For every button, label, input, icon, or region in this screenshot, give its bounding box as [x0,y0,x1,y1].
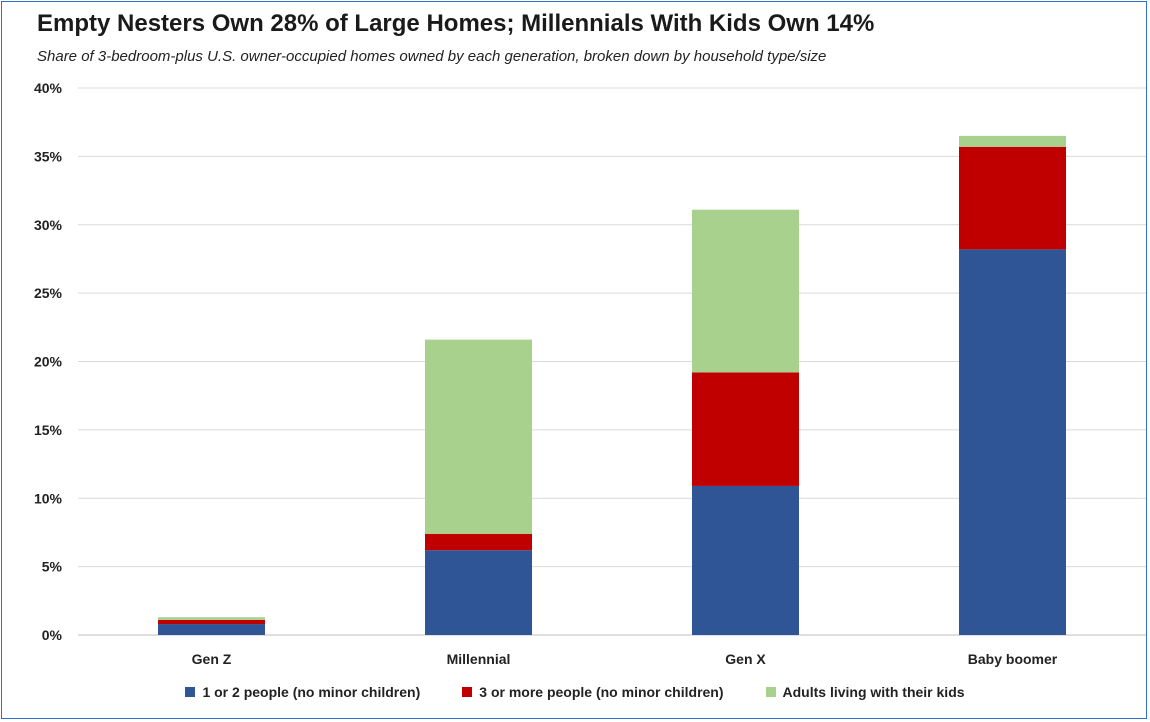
x-axis-ticks: Gen Z Millennial Gen X Baby boomer [192,651,1058,667]
bar-segment-baby-boomer-series-0 [959,249,1066,636]
chart-title: Empty Nesters Own 28% of Large Homes; Mi… [37,10,875,37]
legend-item-three-or-more-people: 3 or more people (no minor children) [462,684,724,700]
x-tick-label: Gen Z [192,651,232,667]
y-tick-label: 5% [42,559,63,575]
y-tick-label: 35% [34,148,63,164]
bar-segment-gen-z-series-0 [158,624,265,635]
x-tick-label: Gen X [725,651,766,667]
legend-label: Adults living with their kids [782,684,965,700]
legend-swatch [765,687,776,697]
legend-label: 3 or more people (no minor children) [479,684,724,700]
legend-swatch [462,687,473,697]
y-tick-label: 30% [34,217,63,233]
bar-segment-millennial-series-2 [425,339,532,534]
y-axis-ticks: 0% 5% 10% 15% 20% 25% 30% 35% 40% [34,80,63,643]
x-tick-label: Baby boomer [968,651,1058,667]
bar-segment-gen-x-series-1 [692,372,799,486]
legend-label: 1 or 2 people (no minor children) [202,684,421,700]
legend-item-adults-with-kids: Adults living with their kids [765,684,965,700]
y-tick-label: 25% [34,285,63,301]
bars [158,135,1066,636]
y-tick-label: 0% [42,627,63,643]
bar-segment-millennial-series-1 [425,533,532,551]
y-tick-label: 10% [34,490,63,506]
bar-segment-baby-boomer-series-2 [959,135,1066,147]
legend: 1 or 2 people (no minor children) 3 or m… [0,684,1150,700]
legend-swatch [185,687,196,697]
y-tick-label: 15% [34,422,63,438]
y-tick-label: 20% [34,354,63,370]
chart-subtitle: Share of 3-bedroom-plus U.S. owner-occup… [37,48,827,65]
bar-segment-baby-boomer-series-1 [959,146,1066,250]
x-tick-label: Millennial [447,651,511,667]
bar-segment-gen-z-series-2 [158,617,265,620]
y-tick-label: 40% [34,80,63,96]
bar-segment-gen-x-series-0 [692,485,799,635]
bar-segment-gen-z-series-1 [158,619,265,625]
bar-segment-millennial-series-0 [425,550,532,635]
legend-item-one-or-two-people: 1 or 2 people (no minor children) [185,684,420,700]
bar-segment-gen-x-series-2 [692,209,799,373]
